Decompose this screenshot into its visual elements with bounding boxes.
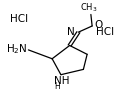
Text: N: N xyxy=(67,27,75,37)
Text: H: H xyxy=(54,82,60,91)
Text: methyl: methyl xyxy=(92,12,111,17)
Text: O: O xyxy=(95,20,103,30)
Text: CH$_3$: CH$_3$ xyxy=(80,2,97,14)
Text: HCl: HCl xyxy=(10,14,28,24)
Text: HCl: HCl xyxy=(96,27,114,37)
Text: H$_2$N: H$_2$N xyxy=(6,42,27,56)
Text: NH: NH xyxy=(54,76,70,86)
